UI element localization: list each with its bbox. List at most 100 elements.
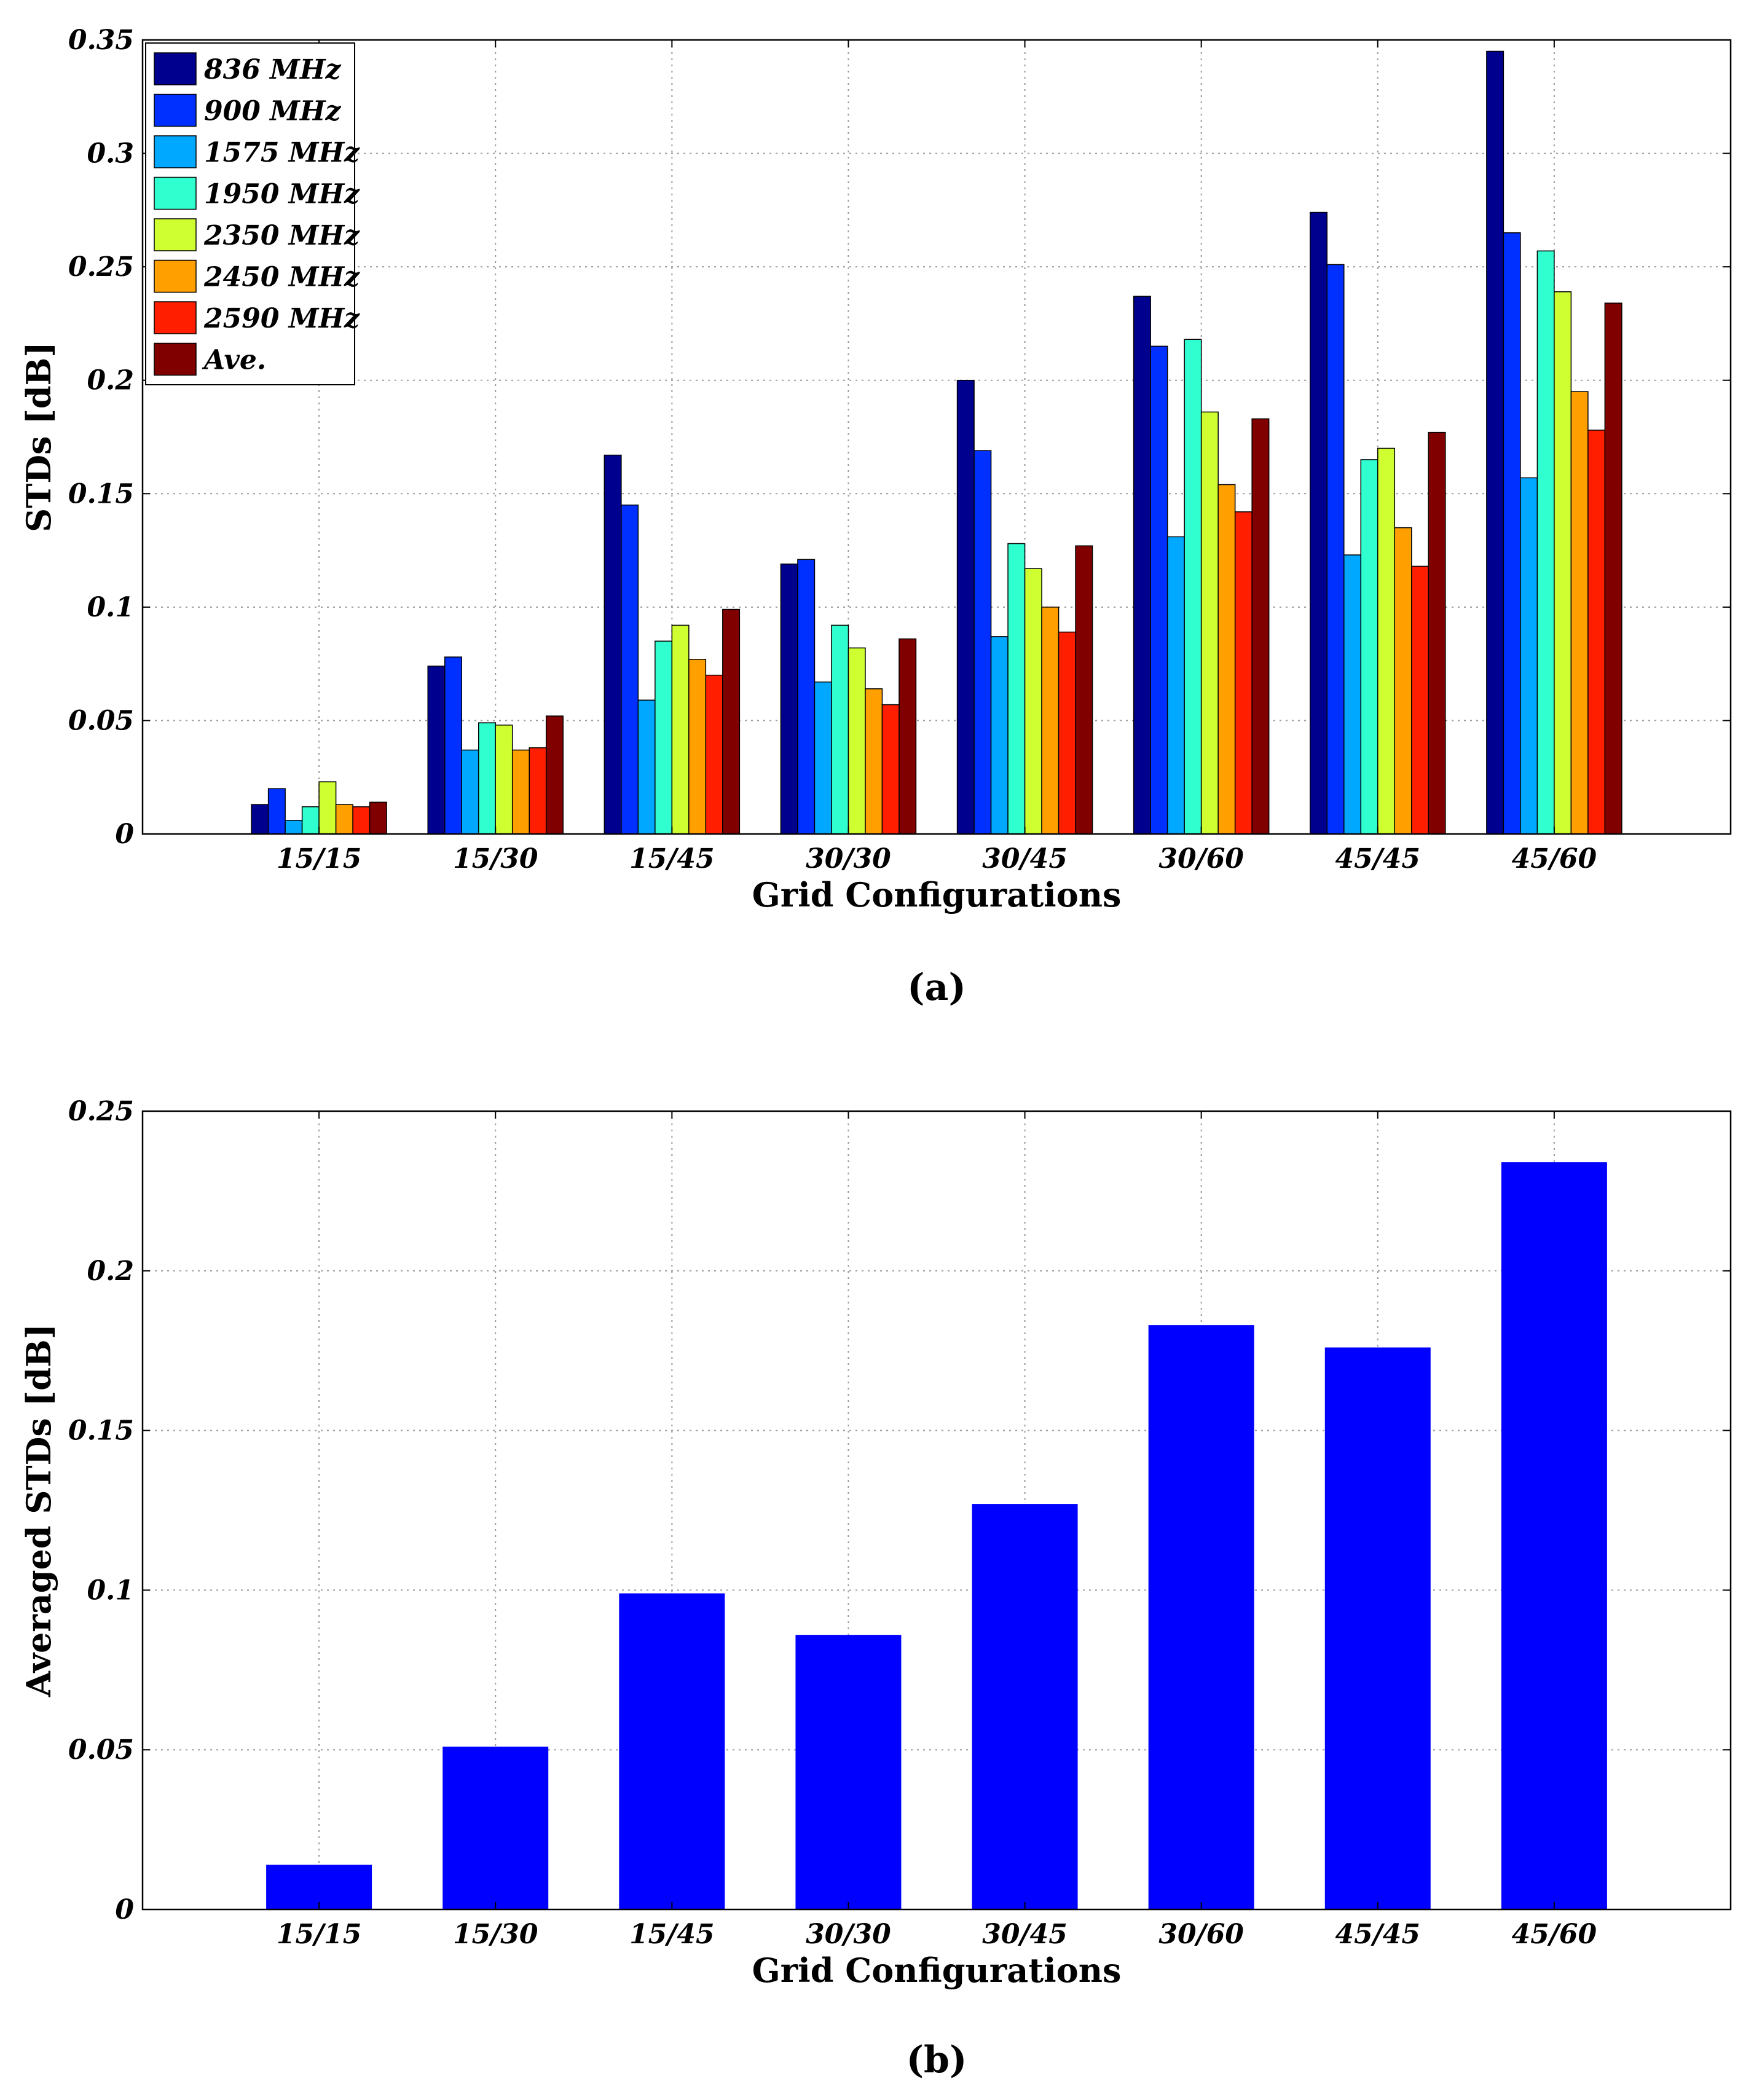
bar — [1360, 459, 1378, 835]
bar — [899, 638, 917, 835]
bar — [1486, 50, 1504, 835]
y-tick-label: 0.15 — [68, 1415, 134, 1447]
bar — [529, 747, 547, 835]
bar — [461, 749, 479, 835]
legend-label: Ave. — [202, 345, 266, 376]
bar — [655, 640, 673, 835]
x-tick-label: 15/15 — [277, 1919, 362, 1950]
y-axis-title: STDs [dB] — [19, 342, 58, 532]
bar — [1343, 554, 1362, 835]
bar — [1411, 565, 1430, 835]
x-axis-title: Grid Configurations — [752, 1951, 1122, 1990]
bar — [1041, 607, 1060, 835]
bar — [1587, 430, 1606, 835]
bar — [442, 1747, 549, 1909]
bar — [285, 820, 303, 835]
legend-swatch — [154, 176, 197, 210]
x-tick-label: 45/60 — [1512, 1919, 1597, 1950]
bar — [545, 715, 564, 835]
bar — [495, 725, 513, 835]
y-tick-label: 0.25 — [68, 251, 134, 283]
legend-label: 2350 MHz — [203, 220, 360, 251]
legend-swatch — [154, 259, 197, 293]
bar — [1148, 1325, 1254, 1909]
bar — [1024, 568, 1042, 835]
bar — [973, 450, 992, 835]
y-tick-label: 0.3 — [87, 138, 134, 170]
x-tick-label: 30/30 — [806, 1919, 891, 1950]
bar — [1007, 543, 1026, 835]
bar — [369, 801, 387, 835]
bar — [1326, 264, 1345, 835]
bar — [604, 454, 622, 835]
legend-label: 2450 MHz — [203, 262, 360, 293]
bar — [671, 624, 690, 835]
bar — [427, 666, 446, 835]
y-tick-label: 0.15 — [68, 478, 134, 509]
x-tick-label: 15/45 — [629, 1919, 715, 1950]
panel-label: (b) — [906, 2039, 967, 2082]
x-tick-label: 15/30 — [453, 843, 538, 875]
bar — [1251, 418, 1270, 835]
bar — [881, 704, 900, 835]
bar — [478, 722, 496, 835]
bar — [1234, 511, 1253, 835]
bar — [335, 804, 353, 835]
bar — [1200, 411, 1219, 835]
bar — [619, 1593, 725, 1909]
bar — [1503, 232, 1521, 835]
bar — [1058, 631, 1076, 835]
bar — [797, 559, 816, 835]
chart-panel-a: 0 0.05 0.1 0.15 0.2 0.25 0.3 0.35 15/15 15/30 15/4… — [19, 25, 1732, 1009]
x-tick-label: 15/15 — [277, 843, 362, 875]
y-tick-label: 0.35 — [68, 25, 134, 56]
bar — [1310, 211, 1328, 835]
bar — [1501, 1162, 1607, 1909]
bar — [1217, 484, 1236, 835]
x-tick-label: 30/45 — [982, 843, 1068, 875]
x-tick-label: 45/60 — [1512, 843, 1597, 875]
bar — [301, 806, 320, 835]
bar — [352, 806, 371, 835]
y-tick-label: 0.1 — [87, 592, 134, 623]
y-tick-label: 0.05 — [68, 705, 134, 736]
bar — [1075, 545, 1093, 835]
bar — [780, 563, 798, 835]
x-tick-label: 30/60 — [1158, 1919, 1244, 1950]
bar — [267, 788, 286, 835]
bar — [1166, 536, 1185, 835]
bar — [972, 1504, 1078, 1909]
bar — [1377, 447, 1396, 835]
legend-swatch — [154, 301, 197, 334]
y-tick-label: 0.1 — [87, 1575, 134, 1606]
chart-panel-b: 0 0.05 0.1 0.15 0.2 0.25 15/15 15/30 15/45 30/30 3… — [19, 1096, 1732, 2082]
panel-label: (a) — [907, 966, 966, 1009]
legend-label: 2590 MHz — [203, 303, 360, 334]
bar — [1394, 527, 1412, 835]
y-tick-label: 0.2 — [87, 365, 134, 396]
y-tick-label: 0 — [115, 1894, 134, 1925]
bar — [1604, 302, 1622, 835]
x-tick-label: 15/30 — [453, 1919, 538, 1950]
bar — [1133, 296, 1151, 835]
bar — [318, 781, 337, 835]
legend-label: 1950 MHz — [204, 179, 360, 210]
bar — [956, 379, 975, 835]
legend-label: 836 MHz — [203, 54, 341, 85]
x-tick-label: 15/45 — [629, 843, 715, 875]
bar — [1536, 250, 1555, 835]
bar — [688, 659, 707, 835]
x-tick-label: 45/45 — [1335, 843, 1421, 875]
bar — [990, 636, 1009, 835]
y-tick-label: 0.2 — [87, 1256, 134, 1287]
bar — [266, 1865, 372, 1909]
y-tick-label: 0.05 — [68, 1734, 134, 1766]
bar — [848, 647, 866, 835]
y-axis-title: Averaged STDs [dB] — [19, 1324, 58, 1697]
y-tick-label: 0 — [115, 819, 134, 850]
bar — [444, 656, 462, 835]
bar — [1520, 477, 1538, 835]
bar — [1150, 345, 1168, 835]
x-tick-label: 30/60 — [1158, 843, 1244, 875]
